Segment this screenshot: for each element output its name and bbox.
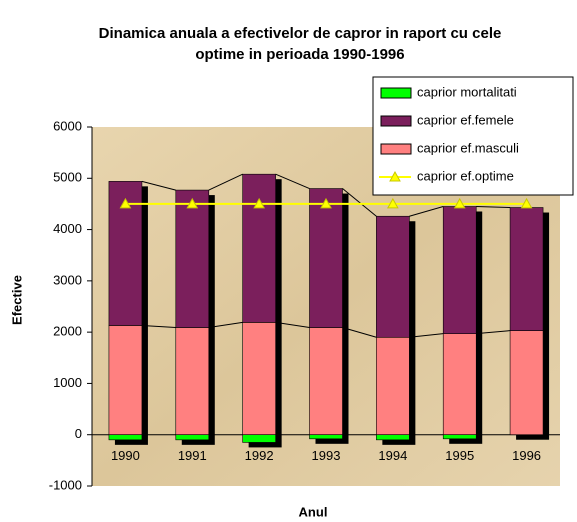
y-tick-label: 5000 (53, 170, 82, 185)
y-tick-label: -1000 (49, 477, 82, 492)
series-line (208, 321, 243, 329)
x-tick-label: 1995 (445, 448, 474, 463)
bar (108, 434, 143, 441)
line-marker (186, 197, 199, 209)
bar (175, 434, 210, 441)
y-tick-label: 1000 (53, 375, 82, 390)
line-marker (119, 197, 132, 209)
legend-label: caprior ef.masculi (417, 140, 519, 155)
bar (509, 207, 544, 331)
bar (442, 206, 477, 334)
bar (175, 327, 210, 436)
y-tick-label: 4000 (53, 221, 82, 236)
series-line (476, 330, 511, 335)
bar (376, 434, 410, 441)
line-marker (453, 197, 466, 209)
legend-label: caprior ef.optime (417, 168, 514, 183)
series-line (141, 180, 176, 191)
legend-swatch (380, 87, 412, 99)
line-marker (387, 197, 399, 209)
line-marker (253, 197, 265, 209)
legend-swatch (380, 115, 412, 127)
series-line (141, 324, 176, 329)
bar (442, 434, 477, 440)
bar (175, 189, 210, 328)
series-line (208, 173, 243, 191)
line-marker (520, 197, 533, 209)
bar (442, 333, 477, 436)
series-line (409, 333, 444, 338)
x-tick-label: 1994 (378, 448, 407, 463)
series-line (342, 188, 377, 217)
x-tick-label: 1990 (111, 448, 140, 463)
legend-swatch (380, 143, 412, 155)
bar (509, 330, 544, 436)
x-axis-label: Anul (299, 504, 328, 519)
legend-label: caprior mortalitati (417, 84, 517, 99)
chart-title: optime in perioada 1990-1996 (195, 46, 404, 63)
x-tick-label: 1991 (178, 448, 207, 463)
bar (376, 215, 410, 338)
bar (242, 434, 276, 443)
y-tick-label: 3000 (53, 272, 82, 287)
legend-swatch (389, 170, 401, 182)
bar (108, 325, 143, 436)
legend-label: caprior ef.femele (417, 112, 514, 127)
line-marker (320, 197, 332, 209)
series-line (275, 321, 310, 329)
y-tick-label: 6000 (53, 118, 82, 133)
bar (376, 336, 410, 436)
y-tick-label: 2000 (53, 324, 82, 339)
series-line (409, 206, 444, 217)
series-line (342, 327, 377, 338)
series-line (476, 205, 511, 209)
x-tick-label: 1992 (245, 448, 274, 463)
chart-title: Dinamica anuala a efectivelor de capror … (99, 25, 502, 42)
x-tick-label: 1996 (512, 448, 541, 463)
bar (309, 188, 343, 328)
series-line (275, 173, 310, 190)
y-tick-label: 0 (75, 426, 82, 441)
bar (309, 327, 343, 436)
bar (242, 173, 276, 323)
bar (309, 434, 343, 440)
x-tick-label: 1993 (312, 448, 341, 463)
bar (242, 322, 276, 436)
y-axis-label: Efective (9, 275, 24, 325)
